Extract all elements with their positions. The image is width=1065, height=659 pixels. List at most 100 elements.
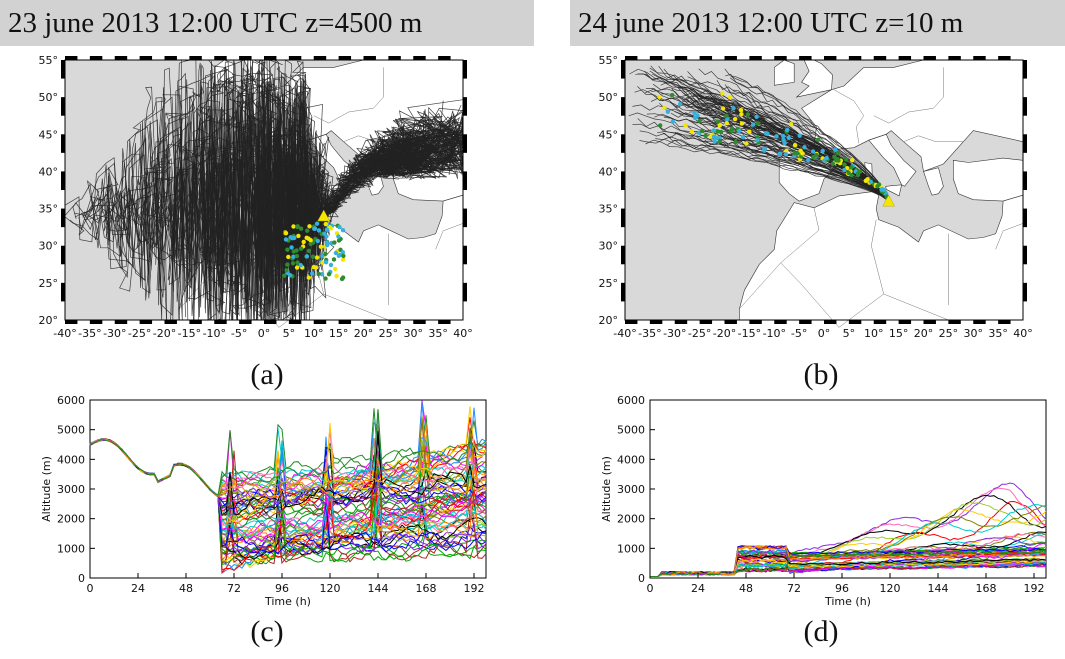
trajectory-marker: [658, 123, 663, 128]
y-tick-label: 55°: [39, 54, 59, 67]
panel-b-title: 24 june 2013 12:00 UTC z=10 m: [570, 0, 1065, 46]
trajectory-marker: [784, 148, 789, 154]
trajectory-marker: [295, 224, 300, 229]
frame-segment: [799, 56, 812, 60]
y-tick-label: 45°: [599, 128, 619, 141]
frame-segment: [288, 56, 302, 60]
y-tick-label: 25°: [39, 277, 59, 290]
frame-segment: [824, 320, 837, 324]
frame-segment: [621, 245, 625, 265]
x-tick-label: -20°: [713, 327, 736, 340]
x-axis-label: Time (h): [824, 595, 871, 608]
trajectory-marker: [816, 137, 821, 142]
trajectory-marker: [287, 273, 293, 278]
x-tick-label: -20°: [153, 327, 176, 340]
frame-segment: [139, 56, 153, 60]
frame-segment: [998, 56, 1011, 60]
series-group: [89, 400, 487, 575]
trajectory-marker: [285, 262, 290, 267]
frame-segment: [749, 320, 762, 324]
trajectory-marker: [738, 107, 744, 113]
y-tick-label: 6000: [57, 394, 85, 407]
trajectory-line: [730, 75, 890, 202]
y-tick-label: 55°: [599, 54, 619, 67]
frame-segment: [463, 282, 467, 302]
trajectory-marker: [764, 131, 769, 136]
trajectory-line: [724, 84, 890, 202]
frame-segment: [164, 56, 177, 60]
x-tick-label: -35°: [638, 327, 661, 340]
x-tick-label: 20°: [914, 327, 934, 340]
x-tick-label: 192: [1024, 582, 1045, 595]
x-tick-label: -25°: [128, 327, 151, 340]
frame-segment: [61, 245, 65, 265]
trajectory-marker: [670, 119, 675, 124]
x-tick-label: 20°: [354, 327, 374, 340]
trajectory-line: [138, 59, 324, 321]
frame-segment: [463, 208, 467, 228]
x-tick-label: 10°: [304, 327, 324, 340]
trajectory-marker: [313, 265, 319, 270]
country-border: [903, 135, 964, 142]
frame-segment: [313, 56, 327, 60]
trajectory-marker: [683, 122, 688, 128]
trajectory-marker: [289, 245, 294, 250]
trajectory-marker: [879, 187, 885, 192]
x-tick-label: 5°: [843, 327, 856, 340]
trajectory-marker: [783, 152, 789, 157]
frame-segment: [1023, 60, 1027, 79]
trajectory-marker: [323, 251, 328, 257]
trajectory-marker: [802, 145, 807, 150]
frame-segment: [1023, 245, 1027, 265]
trajectory-marker: [697, 118, 702, 124]
frame-segment: [463, 134, 467, 153]
trajectory-marker: [820, 148, 825, 154]
trajectory-marker: [689, 129, 694, 134]
x-tick-label: 0°: [258, 327, 271, 340]
x-tick-label: 120: [880, 582, 901, 595]
trajectory-marker: [657, 94, 662, 99]
frame-segment: [264, 56, 277, 60]
x-tick-label: 35°: [428, 327, 448, 340]
trajectory-marker: [739, 112, 744, 117]
x-tick-label: -35°: [78, 327, 101, 340]
release-point-marker: [882, 194, 896, 207]
frame-segment: [724, 56, 737, 60]
trajectory-marker: [836, 158, 841, 163]
x-tick-label: 10°: [864, 327, 884, 340]
trajectory-marker: [876, 182, 882, 187]
trajectory-marker: [747, 129, 752, 134]
y-tick-label: 2000: [617, 513, 645, 526]
trajectory-marker: [785, 127, 790, 133]
trajectory-marker: [717, 139, 723, 144]
map-chart-b: -40° -35° -30° -25° -20° -15° -10° -5° 0° 5° 10° 15…: [599, 54, 1033, 340]
trajectory-marker: [665, 109, 671, 114]
trajectory-marker: [725, 116, 730, 122]
trajectory-marker: [336, 234, 341, 239]
trajectory-line: [323, 104, 462, 217]
trajectory-marker: [340, 275, 346, 280]
trajectory-line: [285, 60, 325, 321]
frame-segment: [338, 320, 352, 324]
frame-segment: [973, 56, 986, 60]
frame-segment: [873, 56, 887, 60]
trajectory-marker: [842, 167, 847, 173]
trajectory-marker: [677, 101, 683, 107]
frame-segment: [61, 282, 65, 302]
frame-segment: [799, 320, 812, 324]
frame-segment: [413, 320, 426, 324]
trajectory-marker: [711, 128, 716, 133]
trajectory-marker: [308, 238, 313, 243]
y-tick-label: 0: [78, 572, 85, 585]
x-tick-label: 15°: [889, 327, 909, 340]
x-tick-label: 48: [179, 582, 193, 595]
frame-segment: [189, 56, 202, 60]
y-tick-label: 45°: [39, 128, 59, 141]
frame-segment: [89, 56, 103, 60]
trajectory-marker: [744, 141, 749, 146]
frame-segment: [774, 56, 787, 60]
x-tick-label: 40°: [453, 327, 473, 340]
frame-segment: [61, 208, 65, 228]
trajectory-series: [650, 545, 1047, 577]
panel-a-title: 23 june 2013 12:00 UTC z=4500 m: [0, 0, 534, 46]
